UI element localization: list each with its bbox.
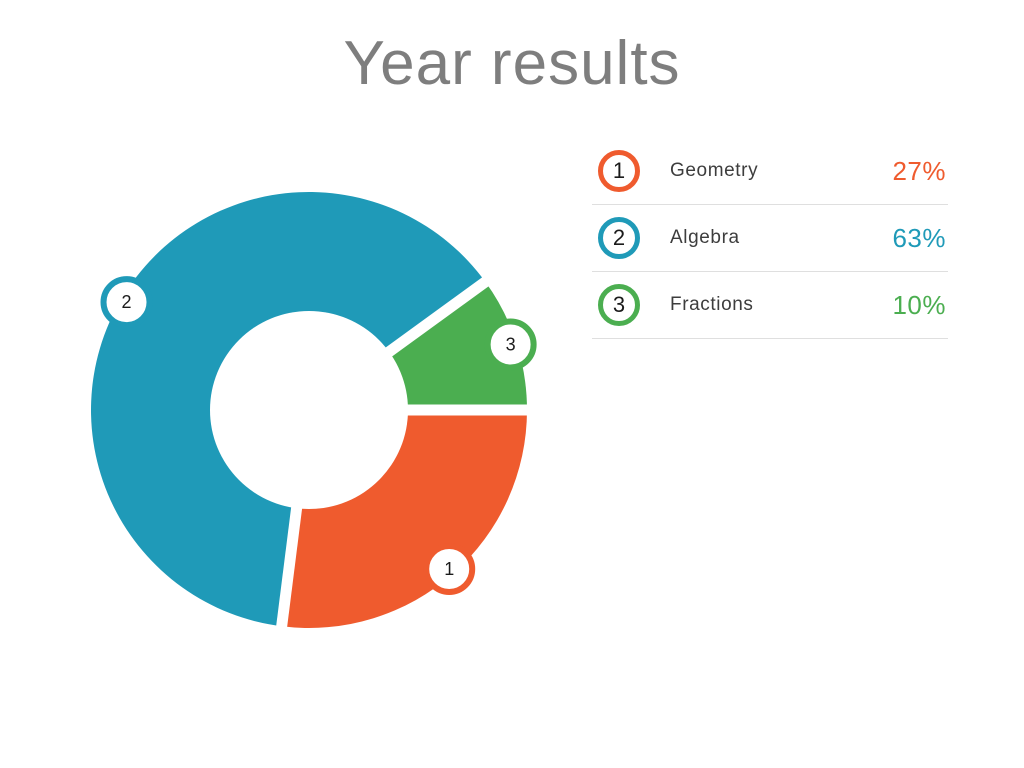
- legend-badge-number: 3: [612, 292, 626, 317]
- legend-badge-3: 3: [598, 284, 640, 326]
- legend-badge-2: 2: [598, 217, 640, 259]
- legend-row-fractions: 3 Fractions 10%: [592, 272, 948, 339]
- marker-circle: [423, 543, 476, 596]
- legend-percent-geometry: 27%: [892, 155, 946, 186]
- legend-label-geometry: Geometry: [670, 160, 759, 181]
- marker-number: 3: [506, 334, 516, 354]
- legend: 1 Geometry 27% 2 Algebra 63% 3 Fractions…: [592, 138, 948, 339]
- marker-circle: [484, 318, 537, 371]
- legend-percent-algebra: 63%: [892, 222, 946, 253]
- legend-label-fractions: Fractions: [670, 294, 754, 315]
- segment-marker-2: 2: [100, 276, 153, 329]
- donut-chart: 3 2 1: [91, 191, 541, 641]
- marker-circle: [100, 276, 153, 329]
- legend-percent-fractions: 10%: [892, 289, 946, 320]
- segment-marker-1: 1: [423, 543, 476, 596]
- donut-hole: [210, 311, 408, 509]
- legend-row-geometry: 1 Geometry 27%: [592, 138, 948, 205]
- legend-row-algebra: 2 Algebra 63%: [592, 205, 948, 272]
- legend-badge-number: 1: [612, 158, 626, 183]
- segment-marker-3: 3: [484, 318, 537, 371]
- legend-label-algebra: Algebra: [670, 227, 740, 248]
- legend-badge-1: 1: [598, 150, 640, 192]
- legend-badge-number: 2: [612, 225, 626, 250]
- marker-number: 1: [444, 559, 454, 579]
- marker-number: 2: [122, 292, 132, 312]
- page-title: Year results: [343, 29, 681, 98]
